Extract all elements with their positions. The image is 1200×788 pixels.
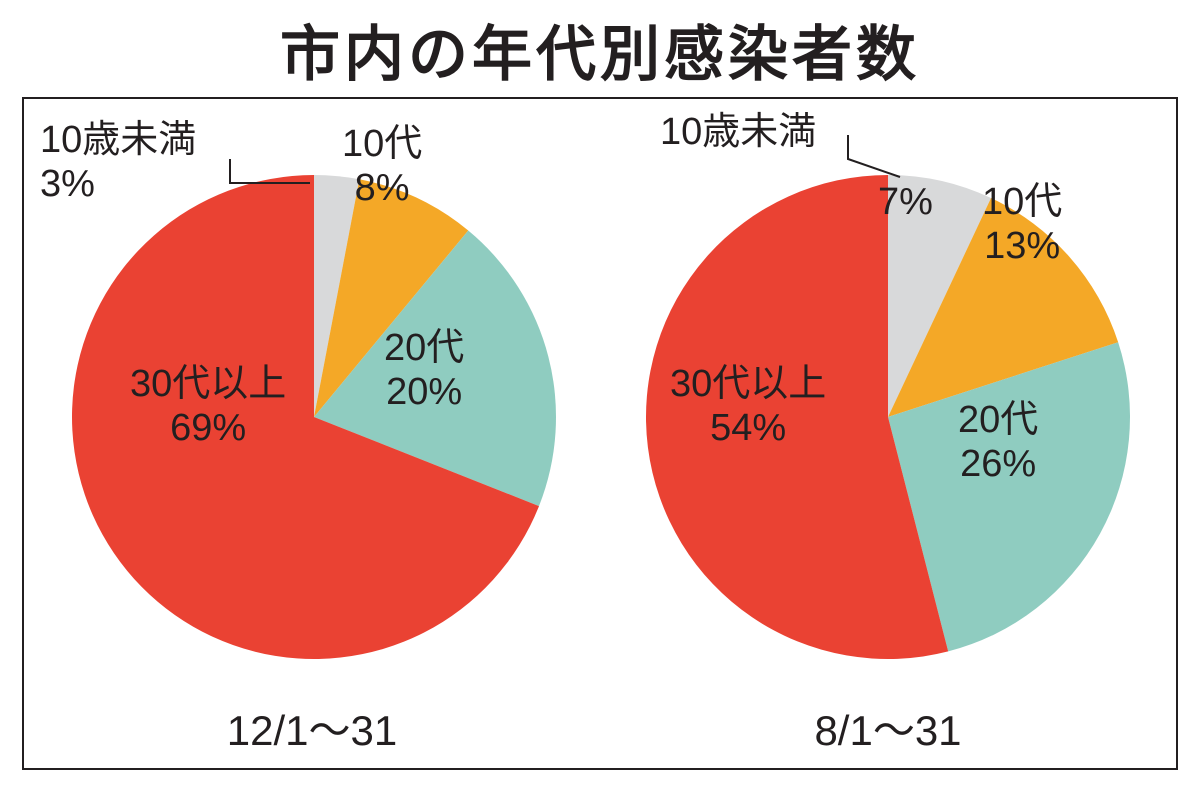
chart-container: 市内の年代別感染者数 10歳未満3% 10代8% 20代20% 30代以上69% 12…	[0, 0, 1200, 788]
pie-label: 10歳未満	[660, 111, 816, 155]
pie-right: 10歳未満 7% 10代13% 20代26% 30代以上54%	[600, 99, 1176, 697]
pie-label: 20代26%	[958, 399, 1038, 486]
chart-cell-right: 10歳未満 7% 10代13% 20代26% 30代以上54% 8/1〜31	[600, 99, 1176, 768]
caption-right: 8/1〜31	[814, 697, 961, 768]
pie-left: 10歳未満3% 10代8% 20代20% 30代以上69%	[24, 99, 600, 697]
caption-left: 12/1〜31	[227, 697, 397, 768]
pie-label: 10代13%	[982, 181, 1062, 268]
callout-line	[848, 135, 900, 177]
pie-label: 10歳未満3%	[40, 119, 196, 206]
chart-cell-left: 10歳未満3% 10代8% 20代20% 30代以上69% 12/1〜31	[24, 99, 600, 768]
pie-label: 30代以上54%	[670, 363, 826, 450]
pie-label: 7%	[878, 181, 933, 225]
chart-panel: 10歳未満3% 10代8% 20代20% 30代以上69% 12/1〜31 10歳未満…	[22, 97, 1178, 770]
pie-label: 10代8%	[342, 123, 422, 210]
chart-title: 市内の年代別感染者数	[0, 0, 1200, 97]
pie-label: 20代20%	[384, 327, 464, 414]
pie-label: 30代以上69%	[130, 363, 286, 450]
